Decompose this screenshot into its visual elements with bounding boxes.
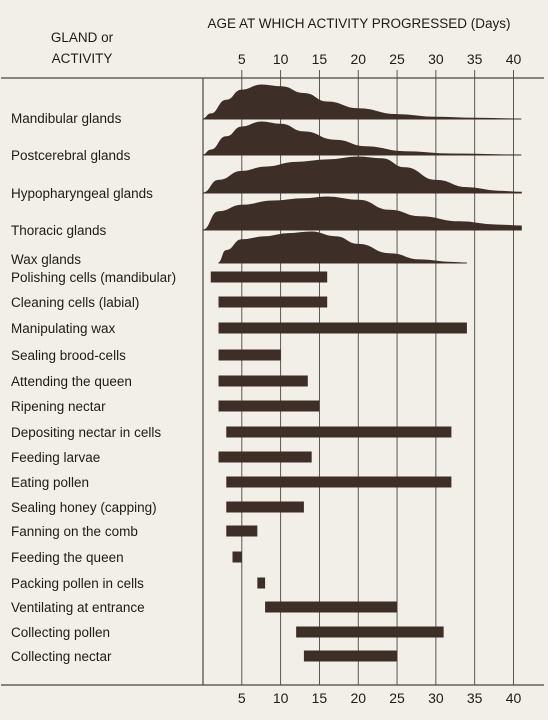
x-tick-bottom-15: 15 xyxy=(312,690,328,706)
activity-label-8: Feeding larvae xyxy=(11,450,100,465)
header-left-line2: ACTIVITY xyxy=(52,51,113,66)
activity-bar-8 xyxy=(218,451,312,463)
activity-bar-4 xyxy=(218,349,281,361)
x-tick-top-10: 10 xyxy=(273,51,289,67)
activity-label-11: Fanning on the comb xyxy=(11,524,138,539)
x-tick-top-15: 15 xyxy=(312,51,328,67)
gland-profile-1 xyxy=(202,84,522,120)
gland-label-4: Thoracic glands xyxy=(11,223,107,238)
gland-label-1: Mandibular glands xyxy=(11,111,122,126)
activity-label-9: Eating pollen xyxy=(11,475,89,490)
activity-label-15: Collecting pollen xyxy=(11,625,110,640)
activity-label-6: Ripening nectar xyxy=(11,399,106,414)
gland-profile-4 xyxy=(202,196,522,231)
chart-title: AGE AT WHICH ACTIVITY PROGRESSED (Days) xyxy=(207,16,510,31)
x-tick-bottom-40: 40 xyxy=(506,690,522,706)
x-tick-top-40: 40 xyxy=(506,51,522,67)
activity-bar-16 xyxy=(303,650,398,662)
gland-profiles xyxy=(202,84,522,264)
activity-bar-13 xyxy=(257,577,266,589)
x-tick-top-25: 25 xyxy=(389,51,405,67)
x-tick-bottom-10: 10 xyxy=(273,690,289,706)
activity-label-16: Collecting nectar xyxy=(11,649,112,664)
activity-label-3: Manipulating wax xyxy=(11,321,116,336)
activity-label-14: Ventilating at entrance xyxy=(11,600,145,615)
x-tick-bottom-35: 35 xyxy=(467,690,483,706)
row-labels: Mandibular glands Postcerebral glands Hypo… xyxy=(11,111,176,664)
x-tick-top-5: 5 xyxy=(238,51,246,67)
x-tick-bottom-5: 5 xyxy=(238,690,246,706)
header-left-line1: GLAND or xyxy=(51,30,114,45)
gland-label-3: Hypopharyngeal glands xyxy=(11,186,153,201)
gland-label-5: Wax glands xyxy=(11,252,81,267)
activity-bar-15 xyxy=(296,626,444,638)
gland-label-2: Postcerebral glands xyxy=(11,148,131,163)
gland-profile-3 xyxy=(202,156,522,194)
activity-bar-7 xyxy=(226,426,452,438)
activity-bar-1 xyxy=(210,271,328,283)
activity-label-13: Packing pollen in cells xyxy=(11,576,144,591)
activity-label-2: Cleaning cells (labial) xyxy=(11,295,139,310)
activity-bar-5 xyxy=(218,375,308,387)
gland-profile-5 xyxy=(218,231,467,264)
activity-bar-6 xyxy=(218,400,320,412)
activity-bar-9 xyxy=(226,476,452,488)
activity-label-12: Feeding the queen xyxy=(11,550,124,565)
gland-profile-2 xyxy=(202,121,522,156)
x-tick-top-30: 30 xyxy=(428,51,444,67)
x-tick-bottom-20: 20 xyxy=(350,690,366,706)
x-tick-bottom-30: 30 xyxy=(428,690,444,706)
activity-label-10: Sealing honey (capping) xyxy=(11,500,157,515)
x-tick-top-20: 20 xyxy=(350,51,366,67)
activity-bars xyxy=(210,271,467,662)
activity-bar-2 xyxy=(218,296,328,308)
x-tick-top-35: 35 xyxy=(467,51,483,67)
activity-bar-3 xyxy=(218,322,467,334)
activity-bar-14 xyxy=(265,601,398,613)
activity-label-7: Depositing nectar in cells xyxy=(11,425,161,440)
activity-label-5: Attending the queen xyxy=(11,374,132,389)
header: GLAND or ACTIVITY AGE AT WHICH ACTIVITY … xyxy=(51,16,511,66)
x-tick-bottom-25: 25 xyxy=(389,690,405,706)
x-tick-labels: 5 5 10 10 15 15 20 20 25 25 30 30 35 35 40 40 xyxy=(238,51,522,706)
activity-bar-10 xyxy=(226,501,304,513)
activity-bar-12 xyxy=(232,551,242,563)
activity-label-4: Sealing brood-cells xyxy=(11,348,126,363)
activity-label-1: Polishing cells (mandibular) xyxy=(11,270,176,285)
activity-bar-11 xyxy=(226,525,258,537)
